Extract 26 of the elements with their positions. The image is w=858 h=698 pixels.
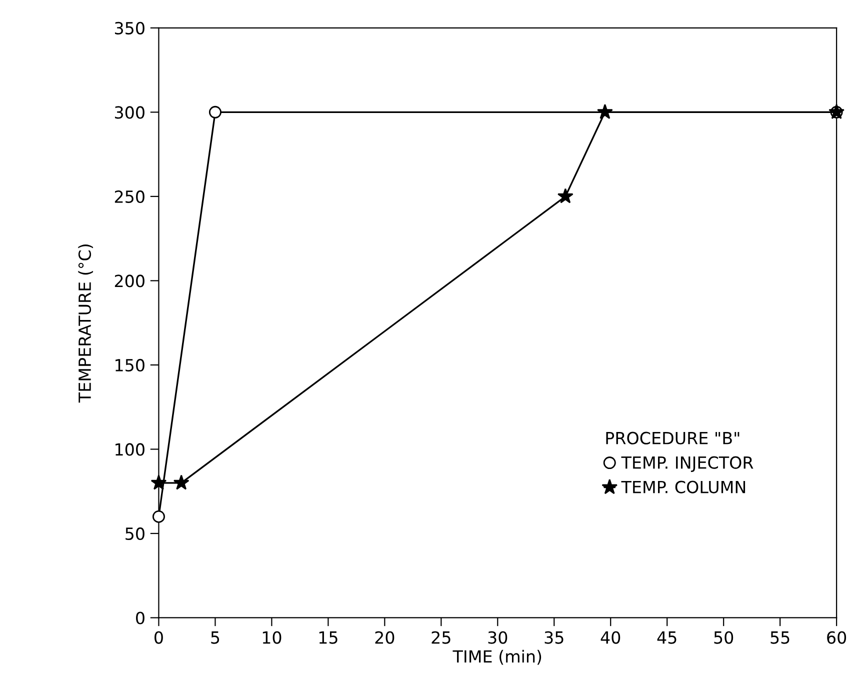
x-tick-label: 10 [262,631,282,644]
y-tick-label: 250 [114,190,144,204]
y-tick-label: 0 [136,612,144,624]
legend-label: TEMP. INJECTOR [621,456,754,472]
y-tick-label: 200 [114,274,144,288]
legend-title: PROCEDURE "B" [606,432,740,444]
y-tick-label: 100 [116,443,144,456]
x-tick-label: 40 [600,631,620,644]
x-tick-label: 25 [432,631,450,644]
x-axis-title: TIME (min) [452,650,542,665]
x-tick-label: 50 [714,631,734,644]
y-axis-title: TEMPERATURE (°C) [78,244,94,403]
y-tick-label: 150 [116,358,144,372]
x-tick-label: 0 [154,631,163,644]
x-tick-label: 20 [375,631,394,644]
x-tick-label: 60 [827,631,846,644]
x-tick-label: 45 [657,631,676,644]
x-tick-label: 55 [770,631,790,644]
y-tick-label: 350 [114,22,144,34]
x-tick-label: 5 [211,631,220,644]
legend-label: TEMP. COLUMN [621,480,746,494]
x-tick-label: 15 [319,631,338,644]
y-tick-label: 50 [126,527,144,540]
x-tick-label: 35 [544,631,564,644]
x-tick-label: 30 [488,631,508,644]
y-tick-label: 300 [114,106,144,119]
